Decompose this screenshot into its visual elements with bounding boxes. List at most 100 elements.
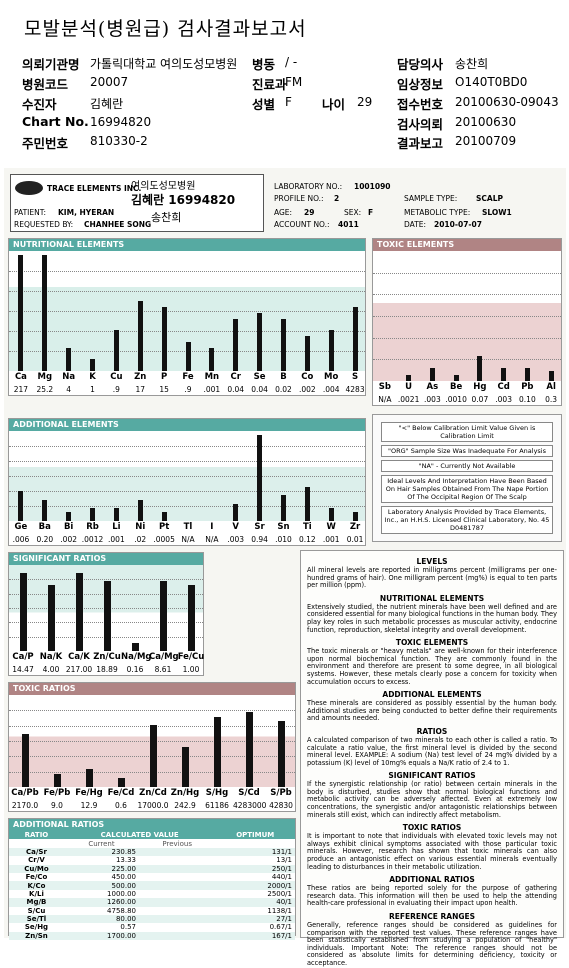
category-label: Fe/Hg — [75, 788, 103, 798]
table-cell: 13.33 — [115, 856, 136, 865]
bar — [477, 355, 483, 381]
table-cell: 500.00 — [111, 881, 137, 890]
report-label: DATE: — [404, 220, 427, 229]
note-body: All mineral levels are reported in milli… — [307, 566, 557, 590]
grid-line — [9, 710, 295, 712]
bar — [159, 581, 167, 651]
category-label: Mg — [37, 372, 53, 382]
value-label: .001 — [203, 385, 221, 394]
field-label: 담당의사 — [397, 57, 444, 72]
field-label: 성별 — [252, 97, 276, 112]
category-label: Fe/Cd — [107, 788, 135, 798]
value-label: 4283000 — [233, 801, 267, 810]
bar — [233, 503, 239, 521]
field-value: 810330-2 — [90, 134, 148, 148]
value-label: N/A — [205, 535, 219, 544]
note-section: TOXIC ELEMENTS The toxic minerals or "hea… — [307, 638, 557, 686]
note-heading: SIGNIFICANT RATIOS — [388, 771, 476, 781]
value-label: 0.04 — [227, 385, 245, 394]
field-value: F — [285, 95, 292, 109]
legend-box: "<" Below Calibration Limit Value Given … — [372, 414, 562, 542]
field-value: FM — [285, 75, 303, 89]
table-cell: K/Li — [29, 889, 44, 898]
bar — [117, 778, 125, 787]
value-label: 242.9 — [174, 801, 196, 810]
field-label: 검사의뢰 — [397, 117, 444, 132]
field-label: 진료과 — [252, 77, 287, 92]
category-label: I — [210, 522, 214, 532]
bar — [131, 642, 139, 651]
bar — [66, 512, 72, 521]
category-label: Cu — [110, 372, 123, 382]
category-label: S/Cd — [238, 788, 260, 798]
value-label: 18.89 — [96, 665, 118, 674]
field-label: 병동 — [252, 57, 276, 72]
table-cell: Previous — [162, 839, 193, 848]
table-cell: Ca/Sr — [26, 847, 47, 856]
table-cell: 2000/1 — [267, 881, 292, 890]
bar — [524, 368, 530, 381]
report-value: SCALP — [476, 194, 503, 203]
table-cell: 0.57 — [120, 923, 136, 932]
category-label: Pt — [158, 522, 170, 532]
grid-line — [9, 311, 365, 312]
note-body: The toxic minerals or "heavy metals" are… — [307, 647, 557, 686]
category-label: Co — [301, 372, 314, 382]
bar — [90, 359, 96, 371]
note-section: REFERENCE RANGES Generally, reference ran… — [307, 912, 557, 968]
field-value: 20007 — [90, 75, 129, 89]
bar — [187, 585, 195, 651]
note-section: RATIOS A calculated comparison of two min… — [307, 727, 557, 767]
category-label: Al — [546, 382, 556, 392]
value-label: 17000.0 — [137, 801, 169, 810]
category-label: As — [426, 382, 439, 392]
handwritten: 여의도성모병원 — [131, 181, 196, 192]
category-label: Ca/P — [12, 652, 34, 662]
category-label: S/Hg — [205, 788, 229, 798]
bar — [42, 499, 48, 521]
value-label: .0010 — [445, 395, 467, 404]
table-cell: 40/1 — [276, 898, 292, 907]
category-label: Ni — [135, 522, 146, 532]
value-label: .002 — [60, 535, 77, 544]
page: 모발분석(병원급) 검사결과보고서 의뢰기관명 가톨릭대학교 여의도성모병원 병동 /… — [4, 18, 566, 967]
report-value: CHANHEE SONG — [84, 220, 152, 229]
table-cell: 250/1 — [271, 864, 292, 873]
bar — [90, 508, 96, 521]
value-label: .003 — [424, 395, 441, 404]
grid-line — [9, 331, 365, 332]
note-heading: REFERENCE RANGES — [388, 912, 476, 921]
bar — [53, 773, 61, 787]
value-label: 14.47 — [12, 665, 34, 674]
bar — [501, 368, 507, 381]
grid-line — [9, 476, 365, 477]
category-label: Mo — [324, 372, 339, 382]
field-value: 16994820 — [90, 115, 152, 129]
logo-box: TRACE ELEMENTS INC. 여의도성모병원 김혜란 16994820… — [10, 174, 264, 232]
report-fields: LABORATORY NO.: 1001090 PROFILE NO.: 2 SAMPL… — [4, 168, 566, 236]
field-label: 임상정보 — [397, 77, 444, 92]
value-label: 0.94 — [251, 535, 268, 544]
bar — [66, 347, 72, 371]
grid-line — [373, 337, 561, 339]
table-cell: Cr/V — [28, 856, 45, 865]
legend-text: Laboratory Analysis Provided by Trace El… — [381, 506, 553, 534]
category-label: Zn/Cd — [139, 788, 167, 798]
category-label: Zn — [134, 372, 147, 382]
category-label: Ca/Pb — [11, 788, 39, 798]
table-cell: 2500/1 — [267, 889, 292, 898]
value-label: 0.6 — [115, 801, 127, 810]
bar — [233, 318, 239, 371]
grid-line — [9, 271, 365, 272]
value-label: .003 — [227, 535, 245, 544]
bar — [429, 368, 435, 381]
bar — [245, 712, 253, 787]
additional-ratios: ADDITIONAL RATIOS RATIO CALCULATED VALUE OP… — [8, 818, 296, 941]
grid-line — [9, 446, 365, 447]
note-body: It is important to note that individuals… — [307, 832, 557, 871]
report-value: 29 — [304, 208, 315, 217]
category-label: Ca/K — [68, 652, 90, 662]
value-label: 1 — [90, 385, 95, 394]
report-label: REQUESTED BY: — [14, 220, 74, 229]
note-section: LEVELS All mineral levels are reported in… — [307, 557, 557, 590]
